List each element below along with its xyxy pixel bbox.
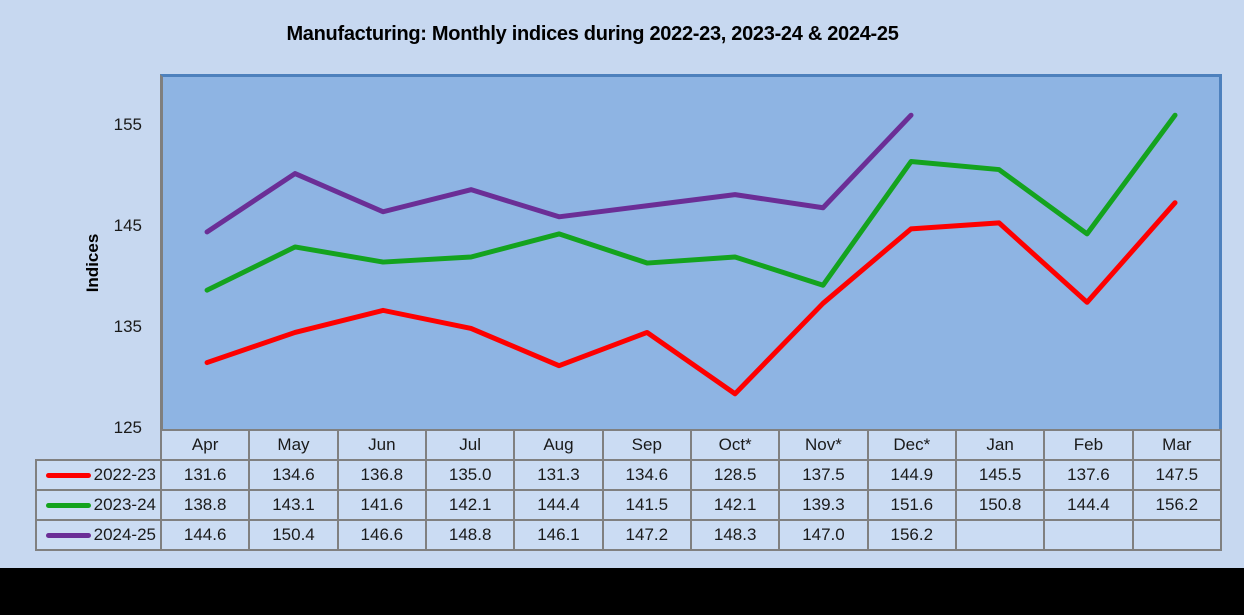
month-header: Jan — [954, 429, 1046, 461]
table-cell: 147.2 — [601, 519, 692, 551]
table-cell: 144.9 — [866, 459, 957, 491]
table-cell: 131.6 — [159, 459, 251, 491]
month-header: Apr — [159, 429, 251, 461]
month-header: Nov* — [778, 429, 869, 461]
table-cell: 142.1 — [424, 489, 516, 521]
series-line-2023-24 — [204, 112, 1178, 293]
table-cell: 128.5 — [689, 459, 781, 491]
table-cell: 137.6 — [1043, 459, 1134, 491]
table-cell: 136.8 — [336, 459, 427, 491]
table-cell: 138.8 — [159, 489, 251, 521]
y-axis-title: Indices — [83, 233, 102, 293]
table-cell: 134.6 — [601, 459, 692, 491]
plot-area — [160, 74, 1222, 429]
table-cell — [954, 519, 1046, 551]
month-header: Jul — [424, 429, 516, 461]
y-axis-tick-label: 155 — [113, 114, 142, 134]
series-line-2024-25 — [204, 112, 914, 235]
month-header: Aug — [513, 429, 604, 461]
month-header: Dec* — [866, 429, 957, 461]
chart-title: Manufacturing: Monthly indices during 20… — [286, 23, 899, 45]
table-cell: 137.5 — [778, 459, 869, 491]
table-cell: 142.1 — [689, 489, 781, 521]
month-header-row: Apr May Jun Jul Aug Sep Oct* Nov* Dec* Jan Feb Mar — [36, 429, 1223, 461]
table-row: 2024-25 144.6 150.4 146.6 148.8 146.1 147.2 148… — [35, 519, 1223, 551]
month-header: Oct* — [689, 429, 781, 461]
table-corner-cell — [36, 430, 161, 460]
month-header: Mar — [1131, 429, 1223, 461]
series-label-cell: 2022-23 — [35, 459, 162, 491]
y-axis-tick-label: 135 — [113, 316, 142, 336]
table-row: 2023-24 138.8 143.1 141.6 142.1 144.4 141.5 142… — [35, 489, 1223, 521]
series-label: 2024-25 — [93, 525, 156, 544]
table-cell: 156.2 — [1131, 489, 1223, 521]
table-cell — [1043, 519, 1134, 551]
month-header: May — [248, 429, 339, 461]
series-line-2022-23 — [204, 200, 1178, 397]
table-cell: 135.0 — [424, 459, 516, 491]
table-cell: 148.8 — [424, 519, 516, 551]
table-cell: 156.2 — [866, 519, 957, 551]
table-cell — [1131, 519, 1223, 551]
data-table: Apr May Jun Jul Aug Sep Oct* Nov* Dec* Jan Feb Mar 2… — [35, 429, 1223, 551]
series-label: 2022-23 — [93, 465, 156, 484]
table-cell: 139.3 — [778, 489, 869, 521]
month-header: Feb — [1043, 429, 1134, 461]
table-cell: 150.4 — [248, 519, 339, 551]
legend-line-icon — [45, 472, 91, 478]
table-cell: 143.1 — [248, 489, 339, 521]
table-cell: 151.6 — [866, 489, 957, 521]
series-label: 2023-24 — [93, 495, 156, 514]
table-cell: 146.1 — [513, 519, 604, 551]
table-cell: 144.4 — [513, 489, 604, 521]
table-cell: 147.0 — [778, 519, 869, 551]
month-header: Sep — [601, 429, 692, 461]
table-cell: 147.5 — [1131, 459, 1223, 491]
table-cell: 144.4 — [1043, 489, 1134, 521]
bottom-black-bar — [0, 568, 1244, 615]
table-cell: 146.6 — [336, 519, 427, 551]
line-chart-svg — [204, 112, 1178, 397]
table-cell: 131.3 — [513, 459, 604, 491]
month-header: Jun — [336, 429, 427, 461]
table-cell: 148.3 — [689, 519, 781, 551]
table-cell: 141.5 — [601, 489, 692, 521]
table-cell: 150.8 — [954, 489, 1046, 521]
table-row: 2022-23 131.6 134.6 136.8 135.0 131.3 134.6 128… — [35, 459, 1223, 491]
y-axis-tick-label: 145 — [113, 215, 142, 235]
legend-line-icon — [45, 532, 91, 538]
legend-line-icon — [45, 502, 91, 508]
y-axis-tick-label: 125 — [113, 418, 142, 437]
series-label-cell: 2024-25 — [35, 519, 162, 551]
table-cell: 145.5 — [954, 459, 1046, 491]
table-cell: 134.6 — [248, 459, 339, 491]
series-label-cell: 2023-24 — [35, 489, 162, 521]
table-cell: 144.6 — [159, 519, 251, 551]
table-cell: 141.6 — [336, 489, 427, 521]
